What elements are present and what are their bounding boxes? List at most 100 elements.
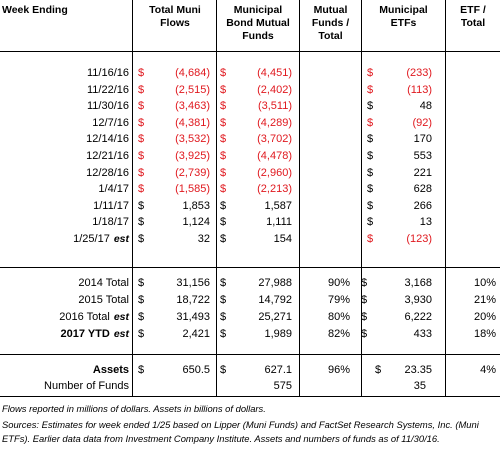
- etf-annual-value: 6,222: [404, 311, 432, 323]
- mutual-flow-value: (3,511): [257, 100, 292, 113]
- etf-dollar-sign: $: [367, 67, 374, 79]
- mutual-flow-value: (2,213): [257, 183, 292, 196]
- etf-assets-value: 23.35: [404, 364, 432, 376]
- week-label: 1/11/17: [2, 200, 129, 213]
- row-label: 12/28/16: [86, 166, 129, 179]
- header-line: Municipal: [233, 4, 283, 16]
- total-annual-value: 31,493: [176, 311, 210, 323]
- etf-assets-pct: 4%: [480, 364, 496, 376]
- etf-dollar-sign: $: [367, 116, 374, 129]
- mutual-share-pct: 79%: [327, 294, 350, 306]
- total-dollar-sign: $: [138, 116, 145, 129]
- footnote-units: Flows reported in millions of dollars. A…: [2, 403, 266, 414]
- row-label: 11/16/16: [86, 67, 129, 79]
- footnote-sources-1: Sources: Estimates for week ended 1/25 b…: [2, 419, 479, 430]
- mutual-dollar-sign: $: [220, 83, 227, 96]
- header-bottom-rule: [0, 51, 500, 52]
- header-line: Funds /: [311, 17, 350, 29]
- total-annual-value: 18,722: [176, 294, 210, 306]
- etf-dollar-sign: $: [367, 166, 374, 179]
- mutual-dollar-sign: $: [220, 116, 227, 129]
- total-flow-value: 1,853: [182, 199, 210, 212]
- row-label: 2015 Total: [78, 294, 129, 306]
- etf-dollar-sign: $: [361, 311, 368, 323]
- row-label: 11/30/16: [86, 100, 129, 113]
- etf-share-pct: 21%: [473, 294, 496, 306]
- mutual-annual-value: 25,271: [258, 311, 292, 323]
- total-flow-value: (3,532): [175, 133, 210, 146]
- weekly-bottom-rule: [0, 267, 500, 268]
- etf-annual-value: 3,930: [404, 294, 432, 306]
- annual-label: 2014 Total: [2, 277, 129, 290]
- header-line: Bond Mutual: [226, 17, 290, 29]
- mutual-dollar-sign: $: [220, 183, 227, 196]
- week-label: 12/7/16: [2, 117, 129, 130]
- total-dollar-sign: $: [138, 328, 145, 340]
- total-flow-value: (2,739): [175, 166, 210, 179]
- row-label: 2016 Total: [59, 311, 110, 323]
- annual-bottom-rule: [0, 354, 500, 355]
- mutual-dollar-sign: $: [220, 67, 227, 79]
- etf-dollar-sign: $: [361, 277, 368, 289]
- col-divider-3: [299, 0, 300, 397]
- total-flow-value: (4,684): [175, 67, 210, 79]
- header-mutual-pct: Mutual Funds / Total: [300, 4, 361, 43]
- etf-flow-value: (92): [412, 116, 432, 129]
- week-label: 12/28/16: [2, 167, 129, 180]
- etf-dollar-sign: $: [367, 83, 374, 96]
- mutual-annual-value: 27,988: [258, 277, 292, 289]
- total-flow-value: (1,585): [175, 183, 210, 196]
- table-bottom-rule: [0, 396, 500, 397]
- mutual-dollar-sign: $: [220, 216, 227, 229]
- header-total-muni: Total Muni Flows: [134, 4, 216, 30]
- etf-flow-value: 221: [413, 166, 432, 179]
- week-label: 11/30/16: [2, 100, 129, 113]
- etf-annual-value: 3,168: [404, 277, 432, 289]
- etf-flow-value: 628: [413, 183, 432, 196]
- mutual-flow-value: 1,111: [266, 216, 292, 229]
- mutual-dollar-sign: $: [220, 166, 227, 179]
- total-dollar-sign: $: [138, 67, 145, 79]
- etf-dollar-sign: $: [367, 183, 374, 196]
- mutual-flow-value: 154: [273, 233, 292, 245]
- header-week-ending: Week Ending: [2, 4, 68, 17]
- etf-dollar-sign: $: [375, 364, 382, 376]
- estimate-marker: est: [113, 233, 129, 245]
- mutual-dollar-sign: $: [220, 364, 227, 376]
- etf-funds-count: 35: [413, 380, 426, 392]
- etf-dollar-sign: $: [367, 100, 374, 113]
- col-divider-5: [445, 0, 446, 397]
- total-dollar-sign: $: [138, 166, 145, 179]
- header-line: Funds: [242, 30, 274, 42]
- total-flow-value: (2,515): [175, 83, 210, 96]
- row-label: 2014 Total: [78, 277, 129, 289]
- mutual-dollar-sign: $: [220, 328, 227, 340]
- footnote-sources-2: ETFs). Earlier data data from Investment…: [2, 433, 440, 444]
- etf-dollar-sign: $: [367, 199, 374, 212]
- mutual-flow-value: (4,289): [257, 116, 292, 129]
- assets-label: Assets: [92, 364, 129, 376]
- header-line: Flows: [160, 17, 190, 29]
- total-flow-value: (4,381): [175, 116, 210, 129]
- total-dollar-sign: $: [138, 294, 145, 306]
- week-label: 1/4/17: [2, 183, 129, 196]
- etf-dollar-sign: $: [367, 150, 374, 162]
- week-label: 12/14/16: [2, 133, 129, 146]
- mutual-assets-value: 627.1: [264, 364, 292, 376]
- header-muni-bond: Municipal Bond Mutual Funds: [217, 4, 299, 43]
- total-dollar-sign: $: [138, 199, 145, 212]
- week-label: 1/18/17: [2, 216, 129, 229]
- total-dollar-sign: $: [138, 311, 145, 323]
- total-assets-value: 650.5: [182, 364, 210, 376]
- mutual-annual-value: 14,792: [258, 294, 292, 306]
- header-line: Total: [318, 30, 343, 42]
- header-line: Mutual: [313, 4, 348, 16]
- etf-dollar-sign: $: [367, 233, 374, 245]
- estimate-marker: est: [113, 311, 129, 323]
- annual-label: 2015 Total: [2, 294, 129, 307]
- mutual-flow-value: (2,960): [257, 166, 292, 179]
- header-line: Municipal: [379, 4, 428, 16]
- etf-dollar-sign: $: [361, 328, 368, 340]
- funds-label: Number of Funds: [44, 380, 129, 392]
- header-line: ETF /: [460, 4, 486, 16]
